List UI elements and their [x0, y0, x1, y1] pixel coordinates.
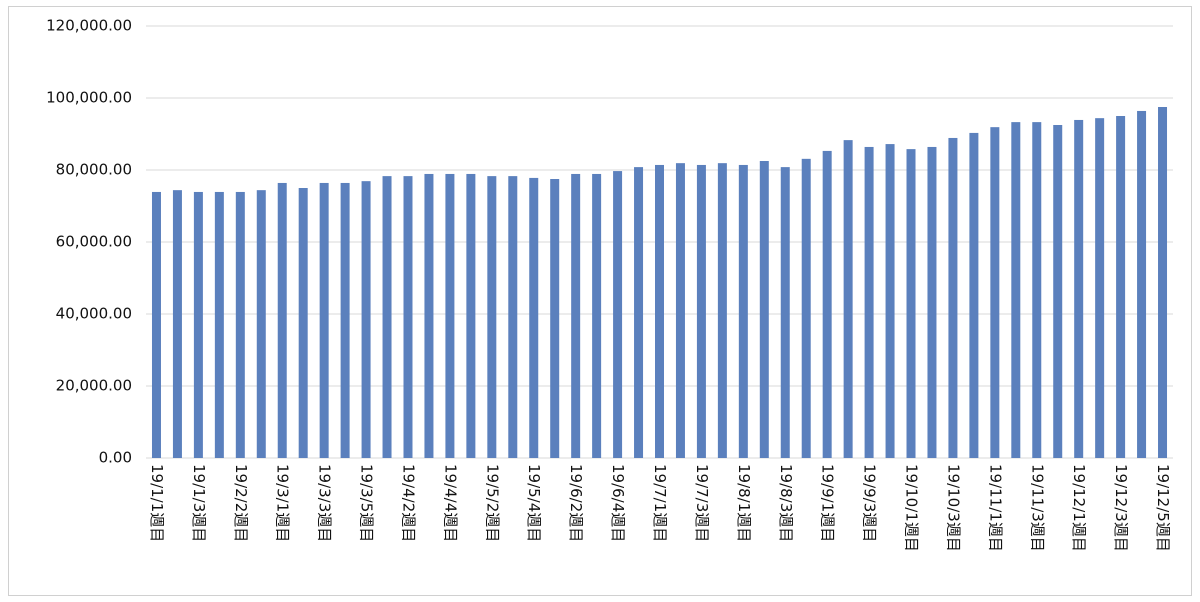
- bar: [214, 191, 224, 458]
- x-tick-label: 19/8/3週目: [777, 464, 795, 542]
- x-tick-label: 19/11/1週目: [986, 464, 1004, 552]
- y-tick-label: 20,000.00: [56, 377, 132, 395]
- bar: [361, 181, 371, 458]
- bar: [529, 177, 539, 459]
- bar: [508, 176, 518, 458]
- bar: [1011, 122, 1021, 459]
- y-tick-label: 100,000.00: [46, 89, 132, 107]
- x-tick-label: 19/7/3週目: [693, 464, 711, 542]
- bar: [1116, 116, 1126, 458]
- x-tick-label: 19/11/3週目: [1028, 464, 1046, 552]
- x-tick-label: 19/3/5週目: [358, 464, 376, 542]
- bar: [1095, 118, 1105, 458]
- bar: [675, 163, 685, 458]
- bar: [864, 146, 874, 458]
- bar: [948, 137, 958, 458]
- bar: [445, 173, 455, 458]
- y-tick-label: 80,000.00: [56, 161, 132, 179]
- bar: [1074, 119, 1084, 459]
- bar: [927, 146, 937, 458]
- x-tick-label: 19/9/1週目: [819, 464, 837, 542]
- bar: [780, 167, 790, 458]
- x-tick-label: 19/4/4週目: [441, 464, 459, 542]
- x-tick-label: 19/3/3週目: [316, 464, 334, 542]
- bar: [256, 190, 266, 458]
- bar: [172, 190, 182, 458]
- bar: [822, 150, 832, 459]
- x-tick-label: 19/8/1週目: [735, 464, 753, 542]
- bar: [340, 182, 350, 458]
- x-tick-label: 19/6/4週目: [609, 464, 627, 542]
- bar: [466, 173, 476, 458]
- bar: [298, 188, 308, 458]
- bar: [487, 176, 497, 458]
- bar: [1158, 107, 1168, 458]
- bar: [738, 164, 748, 458]
- bar: [613, 171, 623, 458]
- bar: [151, 191, 161, 458]
- bar: [403, 176, 413, 458]
- bar: [235, 191, 245, 458]
- bar: [696, 164, 706, 458]
- x-tick-label: 19/3/1週目: [274, 464, 292, 542]
- bar: [906, 149, 916, 458]
- bar: [193, 191, 203, 458]
- y-tick-label: 60,000.00: [56, 233, 132, 251]
- bar: [424, 173, 434, 458]
- x-tick-label: 19/2/2週目: [232, 464, 250, 542]
- bar: [1053, 125, 1063, 458]
- x-tick-label: 19/7/1週目: [651, 464, 669, 542]
- y-tick-label: 0.00: [99, 449, 132, 467]
- bar: [319, 182, 329, 458]
- bar: [759, 161, 769, 458]
- bar: [843, 140, 853, 458]
- x-tick-label: 19/10/3週目: [944, 464, 962, 552]
- x-tick-label: 19/5/4週目: [525, 464, 543, 542]
- x-tick-label: 19/6/2週目: [567, 464, 585, 542]
- x-tick-label: 19/12/3週目: [1112, 464, 1130, 552]
- bar: [801, 158, 811, 458]
- x-tick-label: 19/10/1週目: [903, 464, 921, 552]
- bar: [969, 132, 979, 459]
- x-tick-label: 19/9/3週目: [861, 464, 879, 542]
- x-tick-label: 19/4/2週目: [399, 464, 417, 542]
- x-tick-label: 19/12/1週目: [1070, 464, 1088, 552]
- y-tick-label: 40,000.00: [56, 305, 132, 323]
- y-tick-label: 120,000.00: [46, 17, 132, 35]
- bar: [592, 173, 602, 458]
- bar: [382, 176, 392, 458]
- bar: [655, 164, 664, 458]
- bar: [990, 127, 1000, 458]
- bar: [885, 144, 895, 458]
- bar: [634, 167, 644, 458]
- bar: [717, 163, 727, 458]
- bar: [1032, 122, 1042, 459]
- bar: [277, 182, 287, 458]
- bar: [571, 173, 581, 458]
- x-tick-label: 19/1/1週目: [148, 464, 166, 542]
- x-tick-label: 19/1/3週目: [190, 464, 208, 542]
- bar: [1137, 110, 1147, 459]
- bar: [550, 179, 560, 458]
- x-tick-label: 19/12/5週目: [1154, 464, 1172, 552]
- x-tick-label: 19/5/2週目: [483, 464, 501, 542]
